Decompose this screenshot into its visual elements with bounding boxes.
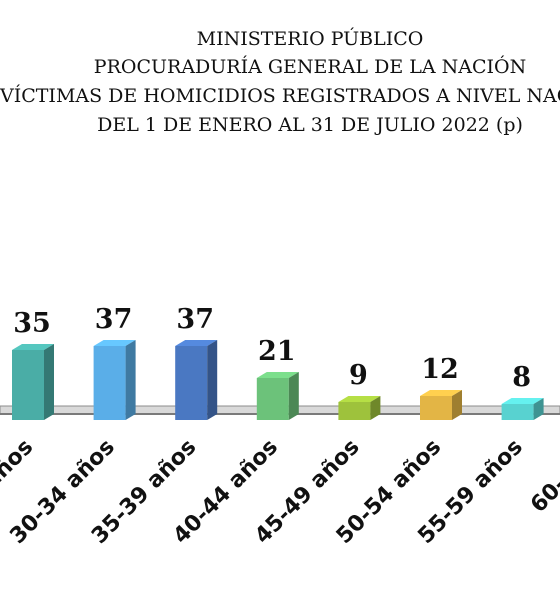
bar-side (370, 396, 381, 420)
bars-group (12, 340, 544, 420)
bar-side (207, 340, 218, 420)
value-label: 37 (176, 304, 214, 335)
category-label: años (0, 435, 38, 494)
title-line-3: VÍCTIMAS DE HOMICIDIOS REGISTRADOS A NIV… (0, 84, 560, 107)
value-label: 8 (512, 362, 531, 393)
value-label: 35 (13, 308, 51, 339)
value-labels-group: 35 37 37 21 9 12 8 (13, 304, 531, 393)
bar-top (12, 344, 54, 350)
bar-side (452, 390, 462, 420)
title-line-1: MINISTERIO PÚBLICO (197, 27, 424, 50)
title-line-2: PROCURADURÍA GENERAL DE LA NACIÓN (94, 55, 526, 78)
value-label: 12 (421, 354, 459, 385)
bar (175, 340, 218, 420)
bar-front (93, 346, 126, 420)
bar-top (338, 396, 381, 402)
bar (420, 390, 462, 420)
bar-top (501, 398, 544, 404)
bar-front (338, 402, 371, 420)
bar (256, 372, 299, 420)
bar-side (533, 398, 544, 420)
value-label: 37 (95, 304, 133, 335)
bar-side (125, 340, 136, 420)
title-line-4: DEL 1 DE ENERO AL 31 DE JULIO 2022 (p) (97, 114, 523, 136)
bar (338, 396, 381, 420)
bar-top (420, 390, 462, 396)
bar (93, 340, 136, 420)
bar-side (44, 344, 54, 420)
bar-front (501, 404, 534, 420)
bar (501, 398, 544, 420)
category-label: 60-64 a (526, 435, 560, 518)
bar-top (175, 340, 218, 346)
bar (12, 344, 54, 420)
chart-title: MINISTERIO PÚBLICO PROCURADURÍA GENERAL … (0, 27, 560, 136)
bar-front (420, 396, 452, 420)
bar-top (93, 340, 136, 346)
bar-top (256, 372, 299, 378)
bar-front (256, 378, 289, 420)
bar-side (288, 372, 299, 420)
bar-front (175, 346, 208, 420)
bar-front (12, 350, 44, 420)
value-label: 21 (258, 336, 296, 367)
value-label: 9 (349, 360, 368, 391)
